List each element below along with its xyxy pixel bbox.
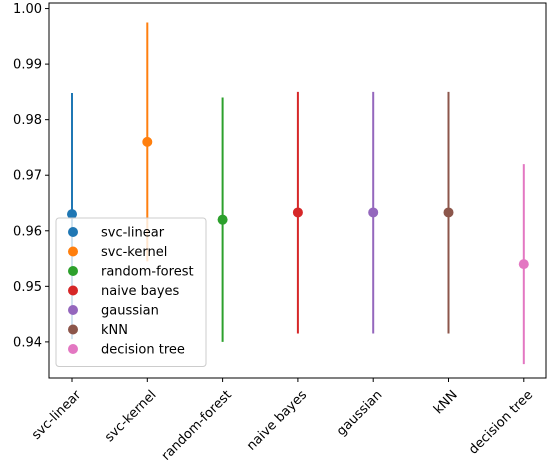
legend-box (55, 217, 207, 367)
x-tick-label-5: kNN (431, 388, 461, 418)
x-tick-label-0: svc-linear (29, 387, 85, 443)
data-point-1 (142, 136, 153, 147)
legend-marker-2 (68, 266, 78, 276)
x-tick-label-2: random-forest (159, 388, 235, 464)
legend-label-2: random-forest (101, 265, 194, 280)
legend-label-5: kNN (101, 323, 128, 338)
y-tick-label-3: 0.97 (13, 169, 42, 184)
y-tick-label-0: 0.94 (13, 335, 42, 350)
legend-marker-6 (68, 344, 78, 354)
y-tick-label-2: 0.96 (13, 224, 42, 239)
legend-marker-0 (68, 227, 78, 237)
y-tick-label-6: 1.00 (13, 2, 42, 17)
x-tick-label-1: svc-kernel (102, 388, 160, 446)
legend-label-1: svc-kernel (101, 245, 167, 260)
data-point-3 (292, 207, 303, 218)
legend-label-6: decision tree (101, 343, 185, 358)
legend-marker-4 (68, 305, 78, 315)
legend-marker-5 (68, 324, 78, 335)
legend-label-0: svc-linear (101, 226, 165, 241)
y-tick-label-5: 0.99 (13, 58, 42, 73)
y-tick-label-1: 0.95 (13, 280, 42, 295)
data-point-4 (368, 207, 379, 218)
data-point-6 (518, 259, 529, 270)
legend-marker-1 (68, 246, 78, 257)
legend-marker-3 (68, 285, 78, 296)
x-tick-label-4: gaussian (334, 388, 385, 439)
legend-label-3: naive bayes (101, 284, 180, 299)
data-point-5 (443, 207, 454, 218)
data-point-0 (67, 209, 77, 220)
data-point-2 (217, 214, 228, 225)
y-tick-label-4: 0.98 (13, 113, 42, 128)
legend-label-4: gaussian (101, 304, 159, 319)
x-tick-label-6: decision tree (466, 388, 536, 458)
x-tick-label-3: naive bayes (244, 387, 310, 453)
